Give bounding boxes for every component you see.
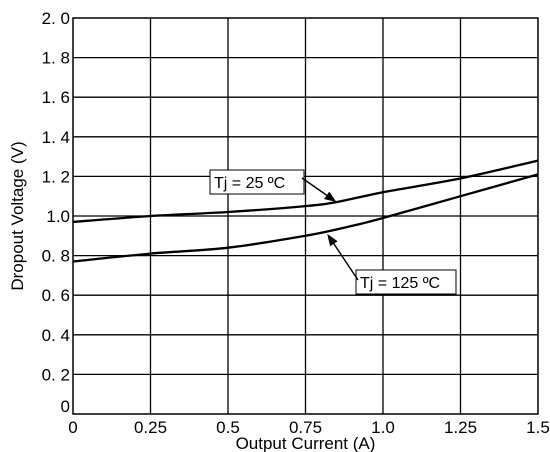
series-line-tj-125c — [72, 173, 539, 263]
annotation-arrow — [301, 177, 328, 196]
x-tick-label: 0.25 — [134, 418, 167, 437]
y-tick-label: 1.0 — [46, 207, 70, 226]
annotation-label: Tj = 25 ºC — [214, 175, 285, 192]
grid — [73, 18, 538, 414]
annotations: Tj = 25 ºC Tj = 125 ºC — [209, 169, 457, 295]
y-tick-label: 2. 0 — [42, 9, 70, 28]
curves — [72, 159, 539, 263]
x-tick-label: 1.0 — [371, 418, 395, 437]
arrow-head — [327, 233, 338, 247]
y-tick-label: 0. 2 — [42, 365, 70, 384]
y-tick-label: 1. 8 — [42, 49, 70, 68]
annotation-box — [355, 269, 457, 295]
arrow-head — [324, 191, 337, 203]
y-tick-label: 1. 2 — [42, 167, 70, 186]
y-tick-label: 1. 6 — [42, 88, 70, 107]
y-tick-label: 0. 6 — [42, 286, 70, 305]
y-tick-label: 0 — [61, 397, 70, 416]
x-tick-label: 1.25 — [444, 418, 477, 437]
tick-labels: 0 0.25 0.5 0.75 1.0 1.25 1.5 0 0. 2 0. 4 0. 6 0. 8 1… — [42, 9, 550, 437]
x-tick-label: 0 — [68, 418, 77, 437]
y-tick-label: 1. 4 — [42, 128, 70, 147]
plot-frame — [72, 17, 539, 415]
annotation-arrow — [333, 243, 359, 281]
series-line-tj-25c — [72, 159, 539, 224]
annotation-box — [209, 169, 305, 195]
y-axis-title: Dropout Voltage (V) — [8, 141, 27, 290]
x-axis-title: Output Current (A) — [236, 434, 376, 452]
y-tick-label: 0. 4 — [42, 326, 70, 345]
x-tick-label: 1.5 — [526, 418, 550, 437]
x-tick-label: 0.5 — [216, 418, 240, 437]
annotation-label: Tj = 125 ºC — [360, 275, 440, 292]
x-tick-label: 0.75 — [289, 418, 322, 437]
y-tick-label: 0. 8 — [42, 247, 70, 266]
